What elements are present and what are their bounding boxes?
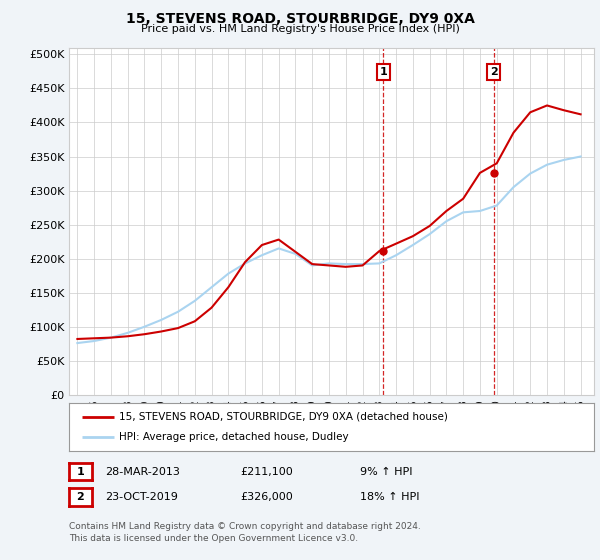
Text: 2: 2 (77, 492, 84, 502)
Text: 1: 1 (77, 466, 84, 477)
Text: Contains HM Land Registry data © Crown copyright and database right 2024.
This d: Contains HM Land Registry data © Crown c… (69, 522, 421, 543)
Text: 15, STEVENS ROAD, STOURBRIDGE, DY9 0XA: 15, STEVENS ROAD, STOURBRIDGE, DY9 0XA (125, 12, 475, 26)
Text: 9% ↑ HPI: 9% ↑ HPI (360, 466, 413, 477)
Text: 15, STEVENS ROAD, STOURBRIDGE, DY9 0XA (detached house): 15, STEVENS ROAD, STOURBRIDGE, DY9 0XA (… (119, 412, 448, 422)
Text: Price paid vs. HM Land Registry's House Price Index (HPI): Price paid vs. HM Land Registry's House … (140, 24, 460, 34)
Text: 23-OCT-2019: 23-OCT-2019 (105, 492, 178, 502)
Text: 1: 1 (379, 67, 387, 77)
Text: 28-MAR-2013: 28-MAR-2013 (105, 466, 180, 477)
Text: HPI: Average price, detached house, Dudley: HPI: Average price, detached house, Dudl… (119, 432, 349, 442)
Text: 18% ↑ HPI: 18% ↑ HPI (360, 492, 419, 502)
Text: 2: 2 (490, 67, 497, 77)
Text: £326,000: £326,000 (240, 492, 293, 502)
Text: £211,100: £211,100 (240, 466, 293, 477)
